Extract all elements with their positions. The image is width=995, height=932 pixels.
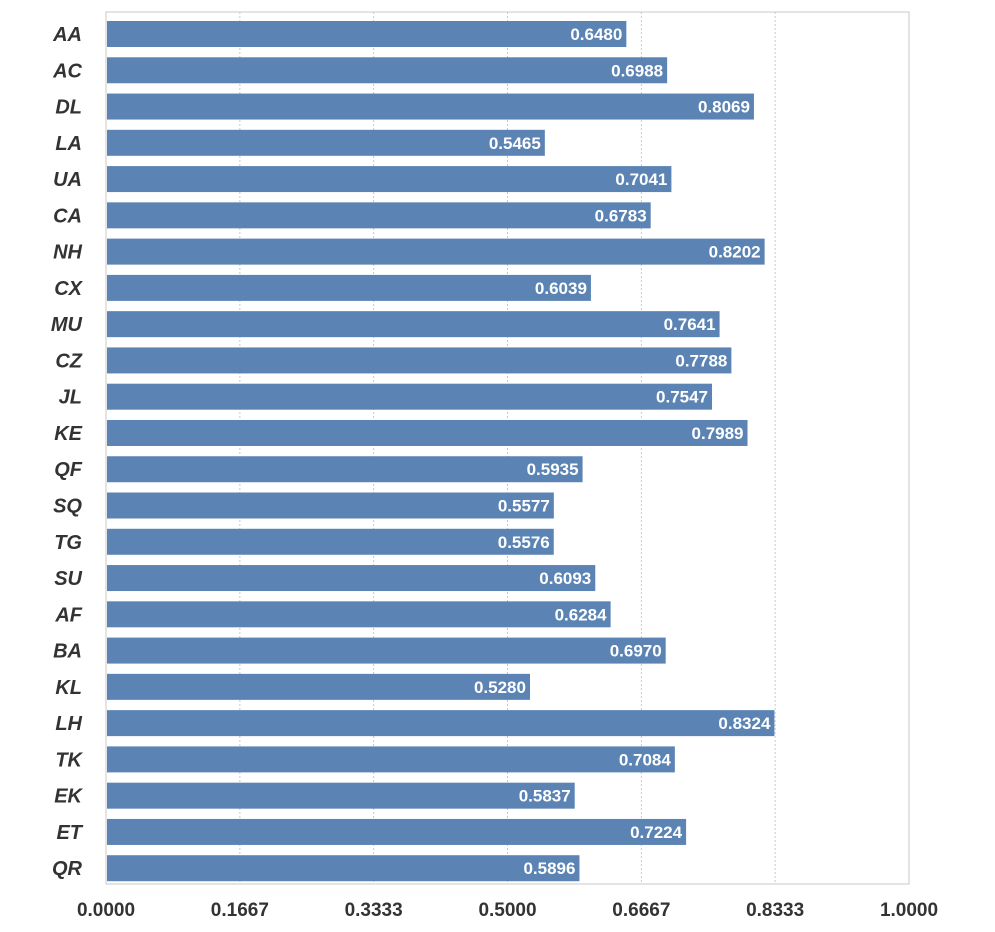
bar: [107, 21, 627, 47]
bar-value-label: 0.7224: [630, 823, 683, 842]
bar: [107, 637, 666, 664]
x-tick-label: 0.8333: [746, 900, 804, 921]
bar-value-label: 0.5465: [489, 134, 541, 153]
category-label: SU: [54, 568, 82, 590]
bar: [107, 818, 687, 845]
bar-value-label: 0.7547: [656, 388, 708, 407]
bar: [107, 129, 545, 156]
category-label: UA: [53, 169, 82, 191]
category-label: CZ: [55, 350, 82, 372]
category-label: MU: [51, 314, 83, 336]
category-label: EK: [54, 786, 83, 808]
bar: [107, 202, 651, 229]
bar-value-label: 0.5935: [527, 460, 579, 479]
bar-value-label: 0.8069: [698, 98, 750, 117]
bar: [107, 710, 775, 737]
bar-value-label: 0.6970: [610, 642, 662, 661]
bar-value-label: 0.7641: [664, 315, 716, 334]
bar: [107, 238, 765, 265]
x-tick-label: 0.5000: [478, 900, 536, 921]
category-label: CX: [54, 278, 83, 300]
category-label: ET: [56, 822, 83, 844]
bar: [107, 166, 672, 193]
bar-value-label: 0.5896: [523, 859, 575, 878]
category-label: TG: [54, 532, 82, 554]
bar: [107, 383, 713, 410]
bar: [107, 347, 732, 374]
category-label: KL: [55, 677, 82, 699]
bar: [107, 565, 596, 592]
bar: [107, 528, 554, 555]
plot-frame: [105, 11, 910, 885]
bar: [107, 311, 720, 338]
bar-value-label: 0.5837: [519, 787, 571, 806]
bar-value-label: 0.6783: [595, 206, 647, 225]
x-tick-labels: 0.0000 0.1667 0.3333 0.5000 0.6667 0.8333 1.00…: [77, 900, 938, 921]
bar-value-label: 0.6988: [611, 61, 663, 80]
bars: [107, 21, 775, 882]
category-label: JL: [59, 387, 82, 409]
bar-value-label: 0.7041: [615, 170, 667, 189]
category-label: QF: [54, 459, 83, 481]
category-label: DL: [55, 97, 82, 119]
category-label: KE: [54, 423, 82, 445]
category-label: LH: [55, 713, 82, 735]
bar-value-label: 0.5280: [474, 678, 526, 697]
bar: [107, 746, 675, 773]
category-label: AC: [52, 60, 82, 82]
bar: [107, 782, 575, 809]
x-tick-label: 0.0000: [77, 900, 135, 921]
category-label: TK: [55, 749, 83, 771]
bar: [107, 419, 748, 446]
bar-value-label: 0.5576: [498, 533, 550, 552]
bar: [107, 673, 530, 700]
grid-lines: [239, 12, 776, 884]
bar: [107, 855, 580, 882]
category-label: NH: [53, 242, 82, 264]
bar: [107, 93, 754, 120]
bar-value-label: 0.6093: [539, 569, 591, 588]
bar: [107, 601, 611, 628]
bar: [107, 492, 554, 519]
bar-value-label: 0.6480: [570, 25, 622, 44]
bar-value-label: 0.8202: [709, 243, 761, 262]
bar-value-label: 0.5577: [498, 497, 550, 516]
bar-value-labels: 0.6480 0.6988 0.8069 0.5465 0.7041 0.6783 0.82…: [474, 25, 771, 878]
bar-value-label: 0.6284: [555, 605, 608, 624]
category-label: QR: [52, 858, 83, 880]
category-label: AA: [52, 24, 82, 46]
x-tick-label: 0.6667: [612, 900, 670, 921]
category-labels: AA AC DL LA UA CA NH CX MU CZ JL KE QF SQ TG SU AF BA KL LH…: [51, 24, 84, 880]
x-tick-label: 0.3333: [345, 900, 403, 921]
bar-value-label: 0.7989: [692, 424, 744, 443]
category-label: AF: [54, 604, 82, 626]
bar: [107, 456, 583, 483]
bar-value-label: 0.7788: [675, 351, 727, 370]
bar: [107, 274, 591, 301]
x-tick-label: 1.0000: [880, 900, 938, 921]
category-label: LA: [55, 133, 82, 155]
category-label: CA: [53, 205, 82, 227]
bar-value-label: 0.8324: [718, 714, 771, 733]
x-tick-label: 0.1667: [211, 900, 269, 921]
bar-value-label: 0.6039: [535, 279, 587, 298]
category-label: SQ: [53, 496, 82, 518]
bar-value-label: 0.7084: [619, 750, 672, 769]
bar: [107, 57, 668, 84]
category-label: BA: [53, 641, 82, 663]
